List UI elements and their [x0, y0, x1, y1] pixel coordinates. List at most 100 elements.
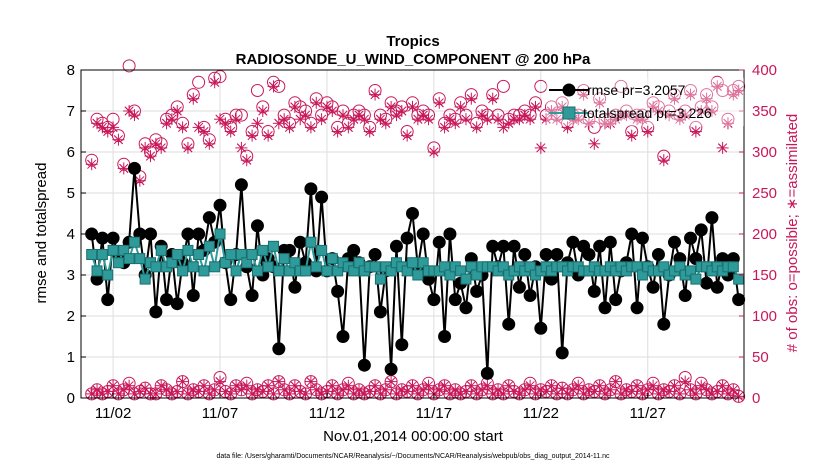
obs-assimilated-point [85, 158, 98, 171]
obs-assimilated-point [657, 154, 670, 167]
rmse-point [443, 227, 457, 241]
obs-assimilated-point [160, 117, 173, 130]
obs-assimilated-point [310, 96, 323, 109]
obs-assimilated-point [342, 121, 355, 134]
legend-spread-label: totalspread pr=3.226 [583, 105, 712, 121]
rmse-point [336, 330, 350, 343]
spread-point [91, 265, 103, 277]
y-axis-left: 0 1 2 3 4 5 6 7 8 [67, 62, 86, 407]
spread-point [262, 261, 274, 273]
obs-assimilated-point [155, 379, 168, 392]
obs-possible-point [496, 79, 510, 93]
rmse-point [480, 366, 494, 380]
obs-assimilated-point [123, 379, 136, 392]
obs-assimilated-point [657, 383, 670, 396]
spread-point [374, 273, 386, 285]
obs-assimilated-point [299, 109, 312, 122]
rmse-point [192, 227, 206, 241]
spread-point [187, 261, 199, 273]
obs-assimilated-point [262, 129, 275, 142]
obs-assimilated-point [192, 121, 205, 134]
spread-point [123, 253, 135, 265]
spread-point [305, 236, 317, 248]
obs-assimilated-point [524, 379, 537, 392]
obs-assimilated-point [369, 88, 382, 101]
obs-assimilated-point [668, 379, 681, 392]
rmse-point [609, 293, 623, 307]
obs-assimilated-point [550, 387, 563, 400]
obs-assimilated-point [636, 113, 649, 126]
obs-assimilated-point [369, 379, 382, 392]
rmse-point [587, 284, 601, 298]
obs-assimilated-point [262, 379, 275, 392]
spread-point [150, 261, 162, 273]
obs-assimilated-point [171, 385, 184, 398]
y2-tick-label: 150 [752, 267, 777, 284]
rmse-point [678, 289, 692, 302]
obs-assimilated-point [240, 154, 253, 167]
spread-point [96, 249, 108, 260]
obs-assimilated-point [679, 375, 692, 388]
obs-assimilated-point [272, 117, 285, 130]
x-axis: 11/02 11/07 11/12 11/17 11/22 11/27 [95, 393, 666, 422]
obs-possible-point [587, 120, 601, 134]
obs-assimilated-point [529, 387, 542, 400]
rmse-point [202, 211, 216, 225]
spread-point [86, 249, 98, 260]
obs-assimilated-point [187, 383, 200, 396]
obs-assimilated-point [732, 390, 745, 403]
obs-assimilated-point [256, 385, 269, 398]
rmse-point [635, 231, 649, 245]
legend-spread-marker [562, 106, 576, 120]
obs-assimilated-point [256, 105, 269, 117]
spread-point [321, 265, 333, 277]
spread-point [310, 261, 322, 273]
rmse-point [459, 301, 473, 315]
obs-assimilated-point [144, 150, 157, 163]
obs-assimilated-point [604, 383, 617, 396]
y2-tick-label: 200 [752, 226, 777, 243]
spread-point [326, 253, 338, 265]
obs-assimilated-point [524, 113, 537, 126]
rmse-point [368, 248, 382, 261]
obs-assimilated-point [278, 113, 291, 126]
rmse-point [245, 289, 259, 302]
rmse-point [144, 227, 158, 241]
spread-point [134, 253, 146, 265]
obs-assimilated-point [711, 80, 724, 93]
obs-assimilated-point [433, 96, 446, 109]
rmse-point [448, 293, 462, 307]
rmse-point [101, 293, 115, 307]
rmse-point [406, 207, 419, 220]
rmse-point [288, 280, 302, 294]
rmse-point [106, 231, 120, 245]
spread-point [209, 261, 221, 273]
rmse-point [395, 338, 409, 352]
obs-assimilated-point [727, 383, 740, 396]
obs-assimilated-point [117, 162, 130, 175]
obs-assimilated-point [545, 379, 558, 392]
obs-assimilated-point [631, 379, 644, 392]
obs-possible-point [716, 84, 730, 97]
obs-assimilated-point [272, 375, 285, 388]
obs-assimilated-point [187, 92, 200, 105]
spread-point [102, 269, 114, 281]
obs-assimilated-point [315, 113, 328, 126]
spread-point [246, 249, 258, 260]
obs-assimilated-point [251, 383, 264, 396]
obs-assimilated-point [267, 387, 280, 400]
rmse-point [127, 161, 141, 175]
rmse-point [646, 280, 660, 294]
x-tick-label: 11/17 [416, 405, 452, 422]
obs-assimilated-point [534, 141, 547, 154]
spread-point [177, 265, 189, 277]
obs-assimilated-point [304, 375, 317, 388]
spread-point [251, 265, 263, 277]
obs-assimilated-point [679, 109, 692, 122]
y2-axis-label: # of obs: o=possible; ∗=assimilated [784, 114, 801, 353]
obs-assimilated-point [342, 379, 355, 392]
obs-assimilated-point [155, 141, 168, 154]
rmse-point [732, 293, 746, 307]
obs-assimilated-point [358, 113, 371, 126]
obs-count-series [85, 59, 746, 403]
